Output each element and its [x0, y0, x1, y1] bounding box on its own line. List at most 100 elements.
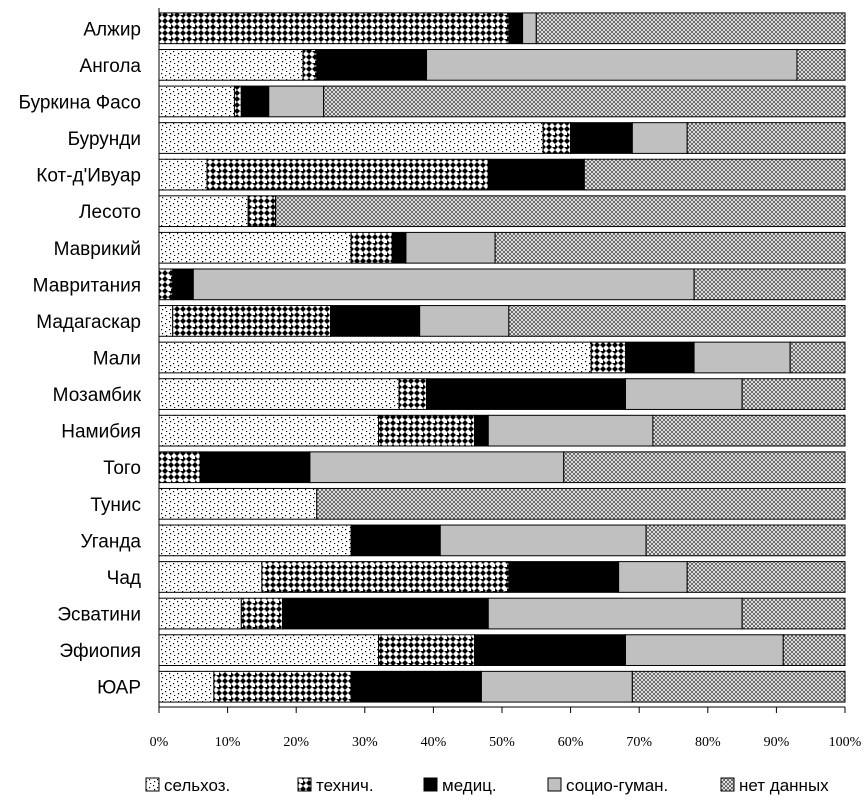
bar-segment-эсватини-s4: [741, 597, 846, 630]
category-label: Эфиопия: [59, 641, 141, 662]
bar-segment-кот-д-ивуар-s4: [583, 158, 846, 191]
legend-label: медиц.: [442, 776, 497, 795]
bar-segment-уганда-s3: [439, 524, 647, 557]
bar-segment-мозамбик-s3: [624, 378, 743, 410]
bars-layer: [158, 12, 846, 703]
category-label: Кот-д'Ивуар: [36, 166, 141, 187]
category-label: Мозамбик: [53, 385, 142, 406]
bar-segment-намибия-s0: [158, 414, 380, 447]
bar-segment-мозамбик-s4: [741, 378, 846, 410]
bar-segment-буркина-фасо-s0: [158, 85, 235, 118]
bar-segment-мадагаскар-s0: [158, 305, 174, 337]
bar-segment-буркина-фасо-s1: [233, 85, 242, 118]
bar-segment-мадагаскар-s2: [330, 305, 421, 337]
legend-label: социо-гуман.: [566, 776, 668, 795]
bar-segment-бурунди-s4: [686, 122, 846, 154]
bar-segment-лесото-s1: [247, 195, 277, 228]
bar-segment-мали-s0: [158, 341, 592, 374]
legend-label: нет данных: [739, 776, 829, 795]
bar-segment-намибия-s2: [474, 414, 489, 447]
bar-segment-мали-s1: [590, 341, 626, 374]
bar-segment-маврикий-s0: [158, 231, 352, 264]
bar-segment-уганда-s4: [645, 524, 846, 557]
x-tick-label: 80%: [695, 735, 721, 750]
bar-segment-юар-s1: [213, 670, 352, 703]
bar-segment-намибия-s1: [378, 414, 476, 447]
x-tick-label: 10%: [215, 735, 241, 750]
bar-segment-мавритания-s3: [192, 268, 695, 301]
category-label: Буркина Фасо: [19, 92, 141, 113]
bar-segment-алжир-s2: [508, 12, 524, 45]
bar-segment-мадагаскар-s3: [419, 305, 510, 337]
category-label: Эсватини: [57, 605, 141, 626]
bar-segment-того-s3: [309, 451, 565, 484]
bar-segment-чад-s0: [158, 561, 263, 593]
x-axis: 0% 10% 20% 30% 40% 50% 60% 70% 80% 90% 100%: [150, 8, 862, 750]
bar-segment-уганда-s2: [350, 524, 441, 557]
bar-segment-бурунди-s2: [570, 122, 633, 154]
bar-segment-тунис-s4: [316, 487, 846, 520]
bar-segment-мали-s3: [693, 341, 791, 374]
bar-segment-мозамбик-s2: [426, 378, 626, 410]
bar-segment-кот-д-ивуар-s0: [158, 158, 208, 191]
x-tick-label: 0%: [150, 735, 169, 750]
legend-swatch: [423, 777, 438, 792]
bar-segment-эфиопия-s0: [158, 634, 380, 666]
x-tick-label: 90%: [764, 735, 790, 750]
bar-segment-буркина-фасо-s4: [323, 85, 846, 118]
bar-segment-эфиопия-s1: [378, 634, 476, 666]
bar-segment-того-s2: [199, 451, 311, 484]
bar-segment-эсватини-s2: [281, 597, 489, 630]
category-label: Мали: [93, 349, 141, 370]
category-label: Ангола: [80, 56, 142, 77]
bar-segment-намибия-s3: [487, 414, 654, 447]
x-tick-label: 60%: [558, 735, 584, 750]
bar-segment-ангола-s4: [796, 49, 846, 81]
bar-segment-мозамбик-s1: [398, 378, 428, 410]
category-label: Маврикий: [54, 239, 141, 260]
bar-segment-маврикий-s3: [405, 231, 496, 264]
bar-segment-тунис-s0: [158, 487, 318, 520]
bar-segment-того-s4: [563, 451, 846, 484]
x-tick-label: 50%: [489, 735, 515, 750]
bar-segment-маврикий-s2: [391, 231, 407, 264]
bar-segment-мадагаскар-s4: [508, 305, 846, 337]
bar-segment-мали-s4: [789, 341, 846, 374]
bar-segment-юар-s0: [158, 670, 215, 703]
bar-segment-того-s1: [158, 451, 201, 484]
bar-segment-лесото-s0: [158, 195, 249, 228]
category-labels: Алжир Ангола Буркина Фасо Бурунди Кот-д'Ивуа…: [19, 19, 142, 698]
bar-segment-эфиопия-s3: [624, 634, 784, 666]
bar-segment-мавритания-s2: [172, 268, 194, 301]
bar-segment-алжир-s4: [535, 12, 846, 45]
bar-segment-чад-s4: [686, 561, 846, 593]
bar-segment-бурунди-s1: [542, 122, 572, 154]
bar-segment-эсватини-s0: [158, 597, 242, 630]
category-label: Бурунди: [68, 129, 141, 150]
bar-segment-ангола-s2: [316, 49, 428, 81]
bar-segment-маврикий-s1: [350, 231, 393, 264]
bar-segment-мозамбик-s0: [158, 378, 400, 410]
legend-swatch: [297, 777, 312, 792]
bar-segment-маврикий-s4: [494, 231, 846, 264]
bar-segment-ангола-s1: [302, 49, 318, 81]
bar-segment-мали-s2: [624, 341, 695, 374]
category-label: Чад: [107, 568, 141, 589]
category-label: ЮАР: [97, 678, 141, 699]
category-label: Мадагаскар: [36, 312, 141, 333]
x-tick-label: 100%: [829, 735, 862, 750]
x-tick-label: 20%: [283, 735, 309, 750]
bar-segment-буркина-фасо-s3: [268, 85, 325, 118]
category-label: Намибия: [61, 422, 141, 443]
category-label: Того: [103, 458, 141, 479]
legend-swatch: [145, 777, 160, 792]
category-label: Тунис: [90, 495, 141, 516]
bar-segment-чад-s1: [261, 561, 510, 593]
bar-segment-ангола-s0: [158, 49, 304, 81]
bar-segment-намибия-s4: [652, 414, 846, 447]
bar-segment-алжир-s1: [158, 12, 510, 45]
bar-segment-чад-s2: [508, 561, 620, 593]
category-label: Лесото: [79, 202, 141, 223]
x-tick-label: 30%: [352, 735, 378, 750]
